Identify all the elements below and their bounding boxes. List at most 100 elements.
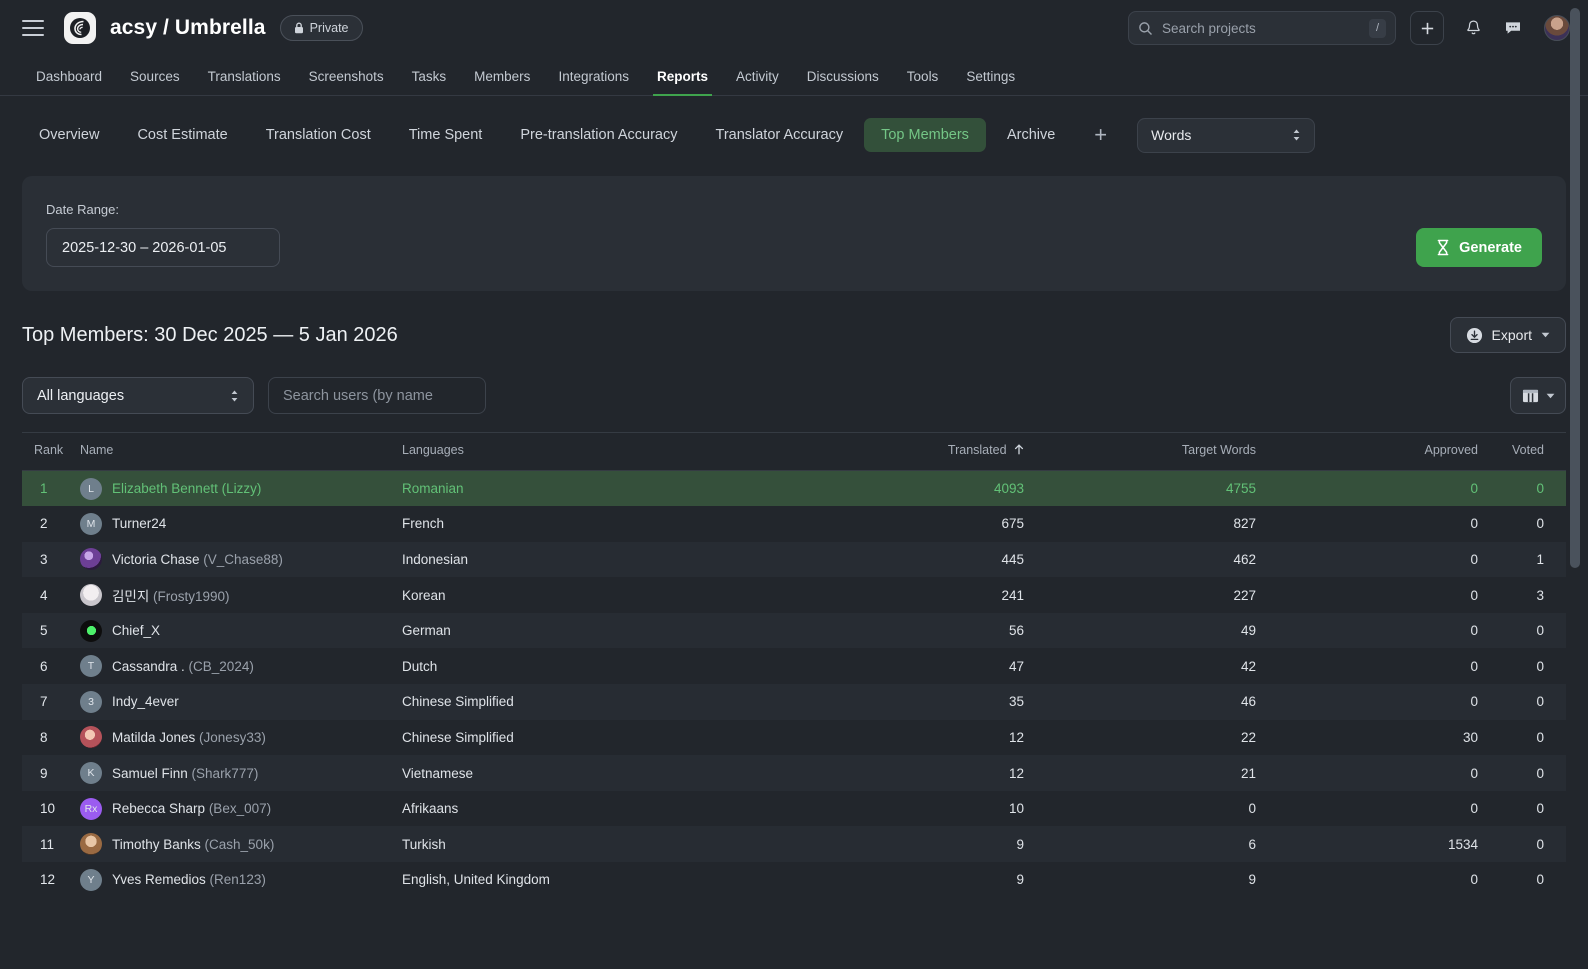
column-header-rank[interactable]: Rank xyxy=(22,432,80,471)
nav-item-activity[interactable]: Activity xyxy=(736,69,779,84)
tab-archive[interactable]: Archive xyxy=(1006,127,1056,143)
table-row[interactable]: 5 Chief_X German 56 49 0 0 xyxy=(22,612,1566,649)
cell-name[interactable]: 3 Indy_4ever xyxy=(80,684,402,720)
cell-target-words: 49 xyxy=(1240,623,1256,639)
nav-item-tasks[interactable]: Tasks xyxy=(411,69,447,84)
cell-target-words: 9 xyxy=(1248,872,1256,888)
add-report-tab-button[interactable]: + xyxy=(1094,122,1108,147)
table-row[interactable]: 10 Rx Rebecca Sharp (Bex_007) Afrikaans 10 0 0… xyxy=(22,791,1566,827)
nav-item-discussions[interactable]: Discussions xyxy=(806,69,879,84)
chat-icon xyxy=(1506,22,1520,34)
member-handle: (Bex_007) xyxy=(208,801,272,817)
table-row[interactable]: 2 M Turner24 French 675 827 0 0 xyxy=(22,506,1566,542)
project-logo-icon[interactable] xyxy=(64,12,96,44)
table-row[interactable]: 1 L Elizabeth Bennett (Lizzy) Romanian 4093 4… xyxy=(22,470,1566,507)
member-handle: (Ren123) xyxy=(209,872,266,888)
table-row[interactable]: 3 Victoria Chase (V_Chase88) Indonesian 445… xyxy=(22,541,1566,578)
cell-languages: Turkish xyxy=(402,836,446,852)
tab-translator-accuracy[interactable]: Translator Accuracy xyxy=(715,127,844,143)
table-row[interactable]: 11 Timothy Banks (Cash_50k) Turkish 9 6 1534 0 xyxy=(22,826,1566,863)
cell-languages: Chinese Simplified xyxy=(402,694,514,710)
cell-voted: 0 xyxy=(1536,729,1544,745)
column-header-languages[interactable]: Languages xyxy=(402,432,774,471)
tab-translation-cost[interactable]: Translation Cost xyxy=(265,127,371,143)
cell-name[interactable]: M Turner24 xyxy=(80,506,402,542)
member-handle: (Cash_50k) xyxy=(204,836,275,852)
nav-item-tools[interactable]: Tools xyxy=(906,69,939,84)
columns-settings-button[interactable] xyxy=(1510,377,1566,414)
cell-name[interactable]: Victoria Chase (V_Chase88) xyxy=(80,542,402,578)
page-scrollbar-track[interactable] xyxy=(1570,0,1584,969)
project-title[interactable]: acsy / Umbrella xyxy=(110,16,266,39)
export-button[interactable]: Export xyxy=(1449,317,1566,353)
cell-name[interactable]: K Samuel Finn (Shark777) xyxy=(80,755,402,791)
nav-item-dashboard[interactable]: Dashboard xyxy=(36,69,103,84)
cell-target-words: 6 xyxy=(1248,836,1256,852)
cell-rank: 2 xyxy=(40,516,48,532)
generate-button[interactable]: Generate xyxy=(1416,228,1542,267)
table-row[interactable]: 12 Y Yves Remedios (Ren123) English, United… xyxy=(22,862,1566,898)
cell-name[interactable]: Chief_X xyxy=(80,613,402,649)
cell-languages: German xyxy=(402,623,451,639)
nav-item-sources[interactable]: Sources xyxy=(130,69,180,84)
visibility-badge: Private xyxy=(279,15,363,41)
cell-languages: French xyxy=(402,516,445,532)
cell-rank: 9 xyxy=(40,765,48,781)
tab-time-spent[interactable]: Time Spent xyxy=(408,127,483,143)
create-new-button[interactable] xyxy=(1410,11,1444,45)
table-row[interactable]: 7 3 Indy_4ever Chinese Simplified 35 46 0 0 xyxy=(22,684,1566,720)
nav-item-integrations[interactable]: Integrations xyxy=(558,69,629,84)
member-name: Matilda Jones (Jonesy33) xyxy=(112,729,266,745)
member-name: Timothy Banks (Cash_50k) xyxy=(112,836,275,852)
language-select[interactable]: All languages xyxy=(22,377,254,414)
tab-top-members[interactable]: Top Members xyxy=(864,118,986,152)
column-header-translated[interactable]: Translated xyxy=(774,432,1046,471)
chevron-updown-icon xyxy=(1293,129,1300,141)
cell-rank: 12 xyxy=(40,872,56,888)
search-input[interactable]: Search projects / xyxy=(1128,11,1396,45)
cell-name[interactable]: 김민지 (Frosty1990) xyxy=(80,577,402,613)
cell-rank: 1 xyxy=(40,481,48,497)
nav-item-screenshots[interactable]: Screenshots xyxy=(308,69,384,84)
hamburger-icon[interactable] xyxy=(22,20,44,36)
notifications-button[interactable] xyxy=(1462,17,1484,39)
tab-overview[interactable]: Overview xyxy=(39,127,100,143)
plus-icon xyxy=(1421,22,1433,34)
avatar[interactable] xyxy=(1544,15,1570,41)
member-name: Indy_4ever xyxy=(112,694,179,710)
tab-pre-translation-accuracy[interactable]: Pre-translation Accuracy xyxy=(520,127,678,143)
column-header-target-words[interactable]: Target Words xyxy=(1046,432,1278,471)
table-row[interactable]: 8 Matilda Jones (Jonesy33) Chinese Simplif… xyxy=(22,720,1566,756)
nav-item-members[interactable]: Members xyxy=(474,69,531,84)
nav-item-reports[interactable]: Reports xyxy=(643,69,722,96)
cell-rank: 8 xyxy=(40,729,48,745)
arrow-up-icon xyxy=(1014,444,1024,455)
cell-name[interactable]: Y Yves Remedios (Ren123) xyxy=(80,862,402,898)
table-row[interactable]: 4 김민지 (Frosty1990) Korean 241 227 0 3 xyxy=(22,577,1566,613)
date-range-input[interactable]: 2025-12-30 – 2026-01-05 xyxy=(46,228,280,267)
table-row[interactable]: 6 T Cassandra . (CB_2024) Dutch 47 42 0 0 xyxy=(22,648,1566,684)
messages-button[interactable] xyxy=(1502,17,1524,39)
column-header-voted[interactable]: Voted xyxy=(1500,432,1566,471)
nav-item-translations[interactable]: Translations xyxy=(207,69,281,84)
generate-button-label: Generate xyxy=(1459,239,1522,256)
unit-select[interactable]: Words xyxy=(1137,117,1316,153)
cell-target-words: 462 xyxy=(1233,551,1256,567)
tab-cost-estimate[interactable]: Cost Estimate xyxy=(137,127,228,143)
top-header-bar: acsy / Umbrella Private Search projects … xyxy=(0,0,1588,56)
cell-translated: 12 xyxy=(1008,765,1024,781)
table-row[interactable]: 9 K Samuel Finn (Shark777) Vietnamese 12 21 0 0 xyxy=(22,755,1566,791)
cell-rank: 11 xyxy=(40,836,55,852)
cell-name[interactable]: Timothy Banks (Cash_50k) xyxy=(80,826,402,862)
cell-name[interactable]: Rx Rebecca Sharp (Bex_007) xyxy=(80,791,402,827)
column-header-name[interactable]: Name xyxy=(80,432,402,471)
cell-name[interactable]: T Cassandra . (CB_2024) xyxy=(80,648,402,684)
nav-item-settings[interactable]: Settings xyxy=(966,69,1016,84)
cell-name[interactable]: L Elizabeth Bennett (Lizzy) xyxy=(80,471,402,507)
page-scrollbar-thumb[interactable] xyxy=(1570,8,1580,568)
top-members-table: Rank Name Languages Translated Target Wo… xyxy=(22,432,1566,898)
avatar: 3 xyxy=(80,690,102,713)
cell-name[interactable]: Matilda Jones (Jonesy33) xyxy=(80,720,402,756)
column-header-approved[interactable]: Approved xyxy=(1278,432,1500,471)
user-search-input[interactable]: Search users (by name xyxy=(268,377,486,414)
